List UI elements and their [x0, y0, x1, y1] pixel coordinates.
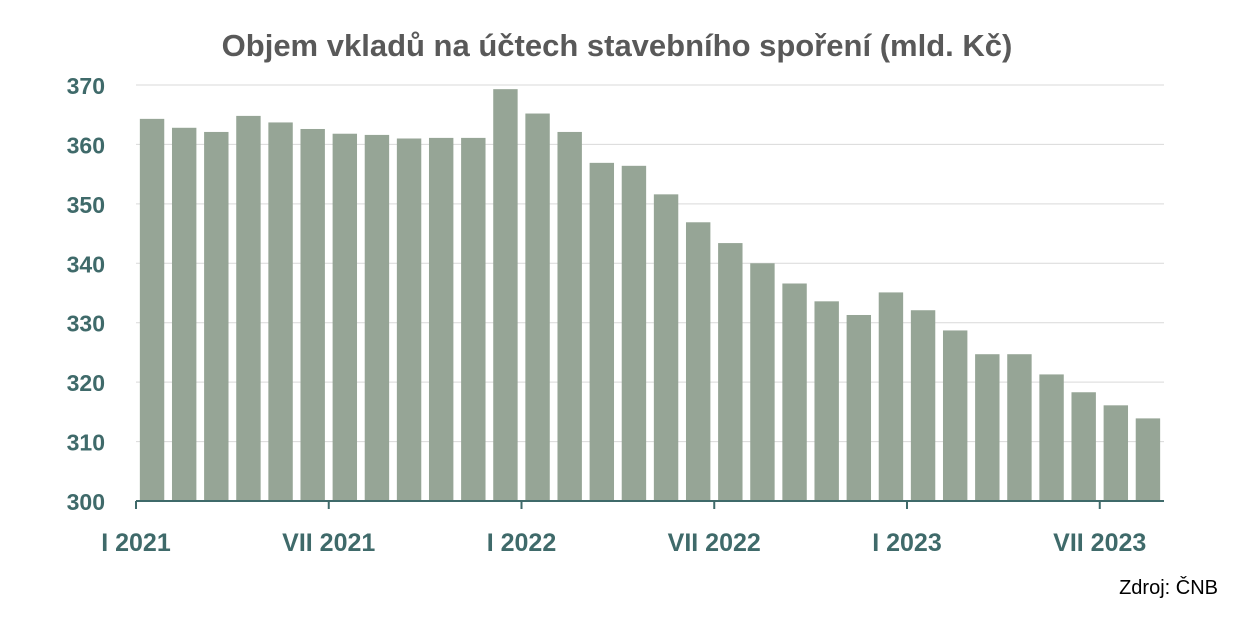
bar: V 2021 — [268, 122, 293, 501]
bar: VII 2022 — [718, 243, 743, 501]
y-tick-label: 310 — [67, 430, 105, 456]
y-tick-label: 300 — [67, 489, 105, 515]
x-tick-label: I 2021 — [101, 529, 171, 557]
bar: XII 2022 — [878, 292, 904, 501]
bar: VI 2023 — [1071, 392, 1096, 501]
bar: XI 2022 — [846, 314, 872, 501]
y-tick-label: 370 — [67, 73, 105, 99]
bar: VIII 2022 — [750, 263, 775, 501]
bar: V 2023 — [1039, 374, 1064, 501]
y-tick-label: 330 — [67, 311, 105, 337]
bar: XII 2021 — [493, 89, 518, 501]
bar: VIII 2023 — [1135, 418, 1161, 501]
bar: X 2022 — [814, 301, 839, 501]
x-tick-label: VII 2022 — [668, 529, 761, 557]
y-tick-label: 350 — [67, 192, 105, 218]
bar: II 2023 — [942, 330, 968, 501]
bar: VI 2021 — [300, 128, 325, 502]
y-tick-label: 320 — [67, 370, 105, 396]
bar: XI 2021 — [461, 137, 486, 501]
bar: VII 2021 — [332, 133, 358, 502]
x-tick-label: I 2023 — [872, 529, 942, 557]
x-tick-label: VII 2021 — [282, 529, 375, 557]
bar: II 2021 — [171, 127, 197, 501]
bar: VI 2022 — [685, 222, 711, 501]
chart-title: Objem vkladů na účtech stavebního spořen… — [222, 28, 1013, 63]
bar: I 2021 — [139, 118, 165, 502]
bar: IV 2022 — [621, 165, 647, 501]
y-tick-label: 360 — [67, 132, 105, 158]
bar: V 2022 — [653, 194, 679, 501]
y-tick-label: 340 — [67, 251, 105, 277]
bar: IV 2023 — [1007, 354, 1032, 501]
bar: IV 2021 — [236, 115, 261, 502]
bar: III 2023 — [975, 354, 1000, 501]
bar: III 2021 — [204, 131, 229, 501]
bar: I 2023 — [910, 310, 936, 501]
source-note: Zdroj: ČNB — [1119, 576, 1218, 599]
bar: IX 2021 — [396, 138, 422, 502]
bar: II 2022 — [557, 131, 582, 501]
bar: III 2022 — [589, 162, 615, 501]
bar: VIII 2021 — [364, 134, 390, 502]
bar: VII 2023 — [1103, 405, 1129, 501]
bar: I 2022 — [525, 113, 550, 501]
bar: IX 2022 — [782, 283, 807, 501]
bar: X 2021 — [428, 137, 454, 501]
x-tick-label: I 2022 — [487, 529, 557, 557]
x-tick-label: VII 2023 — [1053, 529, 1146, 557]
bars: I 2021II 2021 III 2021 IV 2021 V 2021 VI 202… — [139, 89, 1161, 502]
